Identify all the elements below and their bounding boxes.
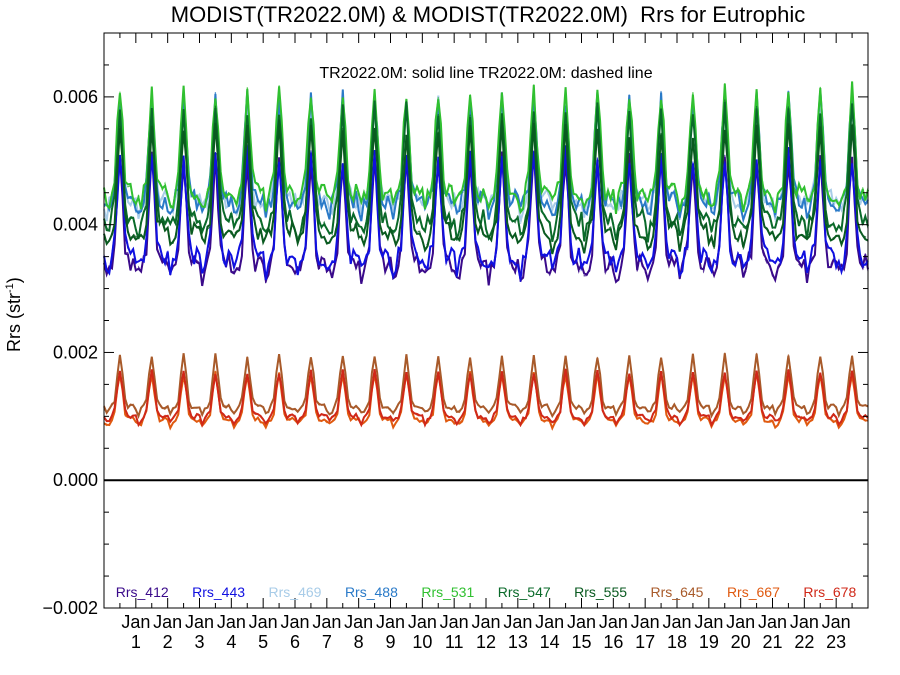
plot-frame xyxy=(103,32,869,609)
x-tick-label-year: 21 xyxy=(762,632,782,652)
x-tick-label-year: 3 xyxy=(194,632,204,652)
legend-entry: Rrs_555 xyxy=(574,584,627,600)
legend-entry: Rrs_667 xyxy=(727,584,780,600)
x-tick-label-month: Jan xyxy=(153,612,182,632)
x-tick-label-month: Jan xyxy=(790,612,819,632)
x-tick-label-month: Jan xyxy=(694,612,723,632)
series-line xyxy=(103,353,869,419)
series-line xyxy=(103,368,869,428)
legend-entry: Rrs_488 xyxy=(345,584,398,600)
legend-entry: Rrs_547 xyxy=(498,584,551,600)
x-tick-label-month: Jan xyxy=(726,612,755,632)
x-tick-label-year: 10 xyxy=(412,632,432,652)
x-tick-label-month: Jan xyxy=(312,612,341,632)
series-line xyxy=(103,119,869,255)
y-tick-label: 0.006 xyxy=(53,87,98,107)
legend-entry: Rrs_678 xyxy=(803,584,856,600)
x-tick-label-year: 12 xyxy=(476,632,496,652)
x-tick-label-month: Jan xyxy=(121,612,150,632)
chart-subtitle: TR2022.0M: solid line TR2022.0M: dashed … xyxy=(319,65,652,82)
x-tick-label-year: 6 xyxy=(290,632,300,652)
series-line xyxy=(103,145,869,281)
x-tick-label-month: Jan xyxy=(344,612,373,632)
legend-entry: Rrs_412 xyxy=(116,584,169,600)
chart-title: MODIST(TR2022.0M) & MODIST(TR2022.0M) Rr… xyxy=(170,2,806,27)
x-tick-label-month: Jan xyxy=(408,612,437,632)
x-tick-label-year: 19 xyxy=(699,632,719,652)
series-line xyxy=(103,100,869,244)
x-axis: Jan1Jan2Jan3Jan4Jan5Jan6Jan7Jan8Jan9Jan1… xyxy=(103,33,869,652)
x-tick-label-year: 15 xyxy=(571,632,591,652)
y-axis: 0.006 0.004 0.002 0.000 −0.002 xyxy=(42,32,868,618)
x-tick-label-month: Jan xyxy=(758,612,787,632)
x-tick-label-month: Jan xyxy=(599,612,628,632)
x-tick-label-month: Jan xyxy=(503,612,532,632)
x-tick-label-year: 14 xyxy=(540,632,560,652)
x-tick-label-month: Jan xyxy=(217,612,246,632)
x-tick-label-year: 22 xyxy=(794,632,814,652)
x-tick-label-month: Jan xyxy=(567,612,596,632)
x-tick-label-month: Jan xyxy=(631,612,660,632)
legend-entry: Rrs_531 xyxy=(421,584,474,600)
series-line xyxy=(103,151,869,287)
x-tick-label-month: Jan xyxy=(535,612,564,632)
x-tick-label-year: 5 xyxy=(258,632,268,652)
x-tick-label-year: 2 xyxy=(163,632,173,652)
legend-entry: Rrs_443 xyxy=(192,584,245,600)
x-tick-label-year: 17 xyxy=(635,632,655,652)
x-tick-label-year: 13 xyxy=(508,632,528,652)
x-tick-label-year: 11 xyxy=(445,632,464,652)
x-tick-label-month: Jan xyxy=(471,612,500,632)
x-tick-label-year: 4 xyxy=(226,632,236,652)
y-tick-label: 0.000 xyxy=(53,470,98,490)
x-tick-label-year: 23 xyxy=(826,632,846,652)
y-tick-label: 0.004 xyxy=(53,215,98,235)
series-line xyxy=(103,81,869,215)
x-tick-label-year: 1 xyxy=(131,632,141,652)
x-tick-label-month: Jan xyxy=(280,612,309,632)
legend-entry: Rrs_645 xyxy=(651,584,704,600)
x-tick-label-month: Jan xyxy=(249,612,278,632)
x-tick-label-month: Jan xyxy=(822,612,851,632)
y-tick-label: −0.002 xyxy=(42,598,98,618)
x-tick-label-year: 20 xyxy=(731,632,751,652)
x-tick-label-year: 9 xyxy=(385,632,395,652)
x-tick-label-year: 8 xyxy=(354,632,364,652)
legend: Rrs_412 Rrs_443 Rrs_469 Rrs_488 Rrs_531 Rrs_5… xyxy=(116,584,857,600)
x-tick-label-year: 18 xyxy=(667,632,687,652)
x-tick-label-year: 7 xyxy=(322,632,332,652)
x-tick-label-month: Jan xyxy=(662,612,691,632)
series-layer xyxy=(103,81,869,431)
legend-entry: Rrs_469 xyxy=(269,584,322,600)
x-tick-label-month: Jan xyxy=(440,612,469,632)
x-tick-label-month: Jan xyxy=(376,612,405,632)
y-tick-label: 0.002 xyxy=(53,342,98,362)
x-tick-label-year: 16 xyxy=(603,632,623,652)
x-tick-label-month: Jan xyxy=(185,612,214,632)
